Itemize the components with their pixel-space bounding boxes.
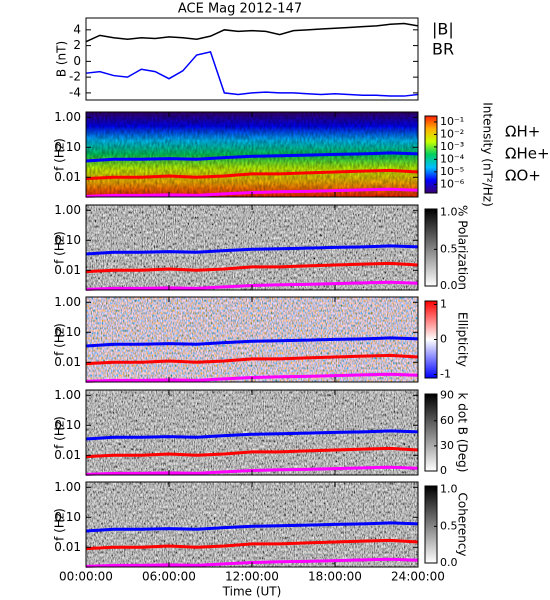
colorbar [424,208,438,287]
x-tick-label: 00:00:00 [59,570,113,584]
x-tick-label: 12:00:00 [225,570,279,584]
colorbar [424,485,438,564]
y-tick-label: -4 [69,85,81,99]
y-tick-label: 0.01 [54,170,81,184]
legend-label: |B| [432,20,454,39]
y-tick-label: 1.00 [54,388,81,402]
x-tick-label: 06:00:00 [142,570,196,584]
y-axis-label: B (nT) [55,41,69,77]
y-tick-label: 0.01 [54,540,81,554]
legend-label: ΩO+ [505,167,541,185]
x-tick-label: 24:00:00 [391,570,445,584]
gyrofrequency-line [85,353,419,366]
legend-label: BR [432,40,454,59]
y-axis-label: f (Hz) [53,138,67,171]
gyrofrequency-line [85,538,419,551]
colorbar-tick-label: 10⁻⁵ [440,165,464,178]
colorbar-tick-label: 0.0 [440,279,458,292]
colorbar-label: Ellipticity [456,312,470,367]
gyrofrequency-line [85,429,419,441]
colorbar-tick-label: 60 [440,414,454,427]
y-axis-label: f (Hz) [53,323,67,356]
colorbar [424,393,438,472]
gyrofrequency-line [85,244,419,256]
colorbar-tick-label: 0.5 [440,242,458,255]
y-tick-label: 1.00 [54,480,81,494]
y-axis-label: f (Hz) [53,416,67,449]
colorbar-tick-label: 10⁻¹ [440,115,464,128]
y-axis-label: f (Hz) [53,231,67,264]
y-tick-label: 0.10 [54,233,81,247]
x-axis-label: Time (UT) [222,585,282,599]
plot-frame [85,17,419,101]
colorbar-label: % Polarization [456,205,470,290]
y-tick-label: 2 [73,38,81,52]
y-tick-label: 0.01 [54,263,81,277]
y-axis-label: f (Hz) [53,508,67,541]
colorbar-tick-label: 0 [440,464,447,477]
gyrofrequency-line [85,336,419,348]
colorbar-label: Coherency [456,492,470,556]
y-tick-label: 4 [73,22,81,36]
y-tick-label: 0.10 [54,418,81,432]
y-tick-label: 0.01 [54,355,81,369]
x-tick-label: 18:00:00 [308,570,362,584]
legend-label: ΩHe+ [505,145,550,163]
y-tick-label: 1.00 [54,110,81,124]
legend-label: ΩH+ [505,123,540,141]
colorbar-tick-label: 30 [440,439,454,452]
colorbar-tick-label: 10⁻⁴ [440,152,465,165]
y-tick-label: 0.01 [54,448,81,462]
gyrofrequency-line [85,446,419,459]
y-tick-label: 1.00 [54,295,81,309]
y-tick-label: 0.10 [54,325,81,339]
y-tick-label: 1.00 [54,203,81,217]
gyrofrequency-line [85,521,419,533]
colorbar-tick-label: 10⁻² [440,127,464,140]
gyrofrequency-line [85,151,419,163]
y-tick-label: -2 [69,70,81,84]
chart-title: ACE Mag 2012-147 [178,2,302,17]
colorbar-tick-label: 1.0 [440,483,458,496]
gyrofrequency-line [85,261,419,274]
y-tick-label: 0.10 [54,510,81,524]
colorbar-tick-label: 0.0 [440,556,458,569]
colorbar-tick-label: 90 [440,389,454,402]
colorbar-label: k dot B (Deg) [456,393,470,473]
colorbar-label: Intensity (nT²/Hz) [481,102,495,207]
colorbar [424,115,438,194]
data-line [85,51,419,97]
colorbar-tick-label: 10⁻³ [440,140,464,153]
y-tick-label: 0.10 [54,140,81,154]
y-tick-label: 0 [73,54,81,68]
data-line [85,22,419,43]
colorbar-tick-label: -1 [440,368,451,381]
colorbar-tick-label: 10⁻⁶ [440,177,465,190]
colorbar-tick-label: 0 [440,333,447,346]
colorbar-tick-label: 1 [440,298,447,311]
colorbar-tick-label: 0.5 [440,519,458,532]
gyrofrequency-line [85,168,419,181]
colorbar-tick-label: 1.0 [440,206,458,219]
